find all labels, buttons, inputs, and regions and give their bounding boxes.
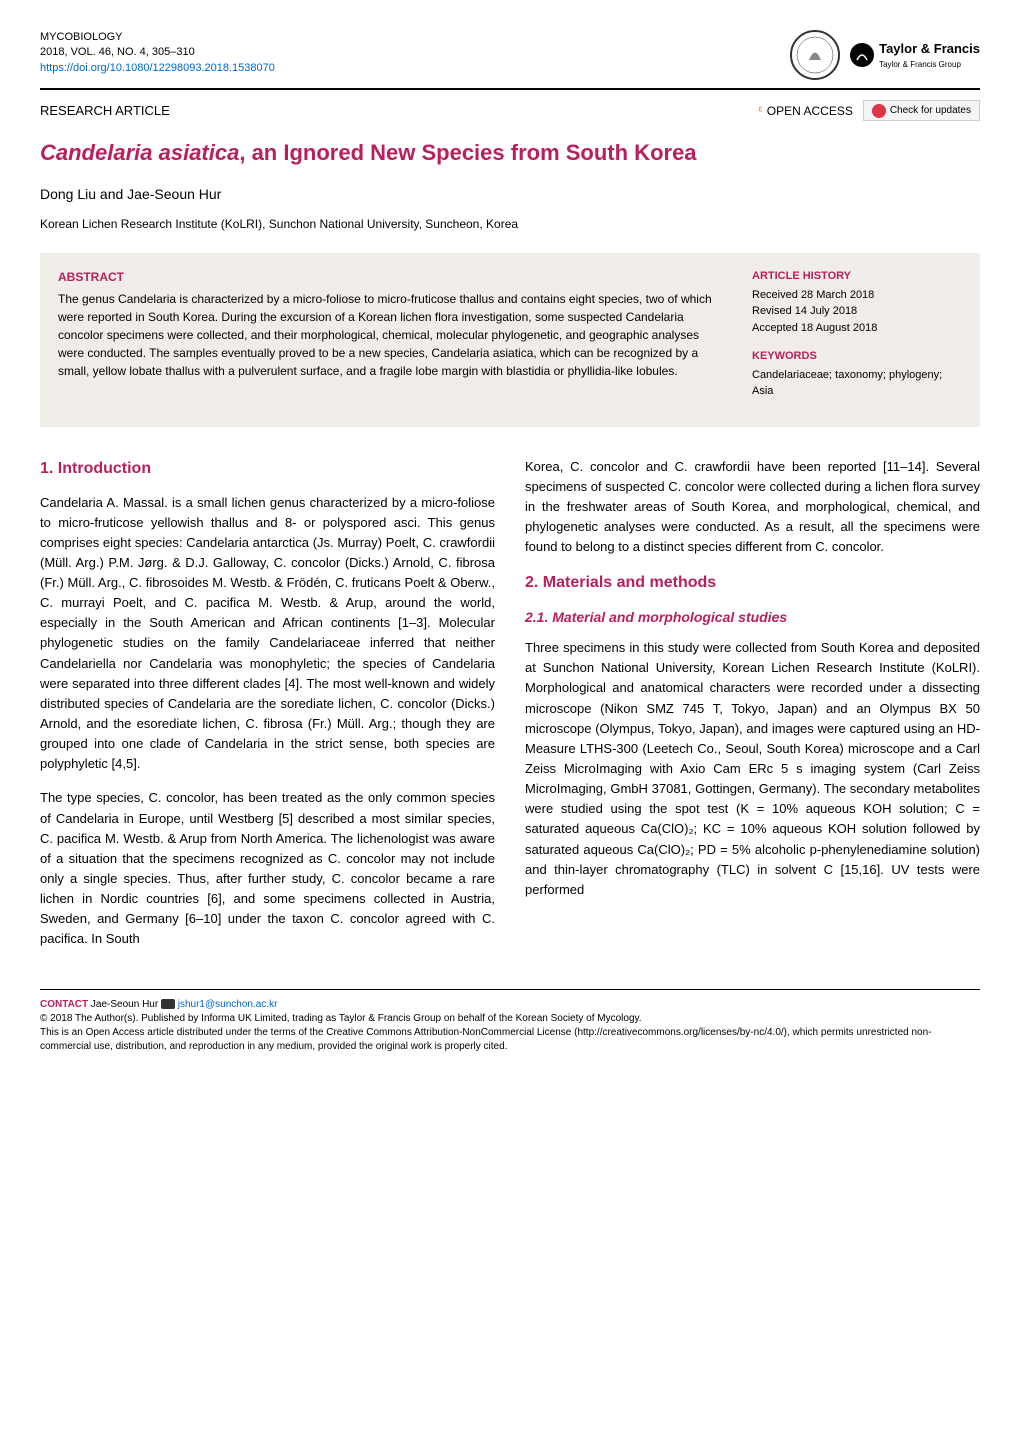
check-updates-button[interactable]: Check for updates [863,100,980,121]
abstract-text: The genus Candelaria is characterized by… [58,290,727,380]
intro-title: 1. Introduction [40,457,495,481]
authors: Dong Liu and Jae-Seoun Hur [40,184,980,205]
footer: CONTACT Jae-Seoun Hur jshur1@sunchon.ac.… [40,989,980,1054]
affiliation: Korean Lichen Research Institute (KoLRI)… [40,215,980,233]
history-label: ARTICLE HISTORY [752,268,962,285]
tf-group: Taylor & Francis Group [879,59,980,71]
methods-sub: 2.1. Material and morphological studies [525,607,980,628]
copyright: © 2018 The Author(s). Published by Infor… [40,1012,980,1026]
intro-p1: Candelaria A. Massal. is a small lichen … [40,493,495,775]
keywords-text: Candelariaceae; taxonomy; phylogeny; Asi… [752,367,962,400]
tf-name: Taylor & Francis [879,39,980,59]
abstract-side: ARTICLE HISTORY Received 28 March 2018 R… [752,268,962,412]
contact-email[interactable]: jshur1@sunchon.ac.kr [178,999,278,1010]
license: This is an Open Access article distribut… [40,1026,980,1054]
right-column: Korea, C. concolor and C. crawfordii hav… [525,457,980,964]
open-access-label: OPEN ACCESS [767,102,853,120]
header: MYCOBIOLOGY 2018, VOL. 46, NO. 4, 305–31… [40,30,980,80]
tf-icon [850,43,874,67]
content-columns: 1. Introduction Candelaria A. Massal. is… [40,457,980,964]
left-column: 1. Introduction Candelaria A. Massal. is… [40,457,495,964]
intro-p2: The type species, C. concolor, has been … [40,788,495,949]
history-revised: Revised 14 July 2018 [752,303,962,320]
taylor-francis-logo: Taylor & Francis Taylor & Francis Group [850,39,980,71]
article-title: Candelaria asiatica, an Ignored New Spec… [40,136,980,169]
title-italic: Candelaria asiatica [40,140,239,165]
abstract-box: ABSTRACT The genus Candelaria is charact… [40,253,980,427]
history-accepted: Accepted 18 August 2018 [752,320,962,337]
title-rest: , an Ignored New Species from South Kore… [239,140,696,165]
article-type-row: RESEARCH ARTICLE ᵋ OPEN ACCESS Check for… [40,100,980,121]
abstract-main: ABSTRACT The genus Candelaria is charact… [58,268,727,380]
contact-label: CONTACT [40,999,88,1010]
methods-title: 2. Materials and methods [525,571,980,595]
check-updates-icon [872,104,886,118]
doi-link[interactable]: https://doi.org/10.1080/12298093.2018.15… [40,62,275,74]
email-icon [161,999,175,1009]
intro-p3: Korea, C. concolor and C. crawfordii hav… [525,457,980,558]
methods-p1: Three specimens in this study were colle… [525,638,980,900]
divider [40,88,980,90]
open-access-badge: ᵋ OPEN ACCESS [758,100,853,121]
contact-name: Jae-Seoun Hur [91,999,158,1010]
journal-name: MYCOBIOLOGY [40,30,275,45]
history-received: Received 28 March 2018 [752,287,962,304]
badges: ᵋ OPEN ACCESS Check for updates [758,100,980,121]
publisher-logos: Taylor & Francis Taylor & Francis Group [790,30,980,80]
open-access-icon: ᵋ [758,100,762,121]
society-logo [790,30,840,80]
journal-issue: 2018, VOL. 46, NO. 4, 305–310 [40,45,275,60]
history-text: Received 28 March 2018 Revised 14 July 2… [752,287,962,337]
check-updates-label: Check for updates [890,103,971,118]
contact-line: CONTACT Jae-Seoun Hur jshur1@sunchon.ac.… [40,998,980,1012]
journal-info: MYCOBIOLOGY 2018, VOL. 46, NO. 4, 305–31… [40,30,275,76]
article-type: RESEARCH ARTICLE [40,101,170,121]
abstract-label: ABSTRACT [58,268,727,286]
keywords-label: KEYWORDS [752,348,962,365]
